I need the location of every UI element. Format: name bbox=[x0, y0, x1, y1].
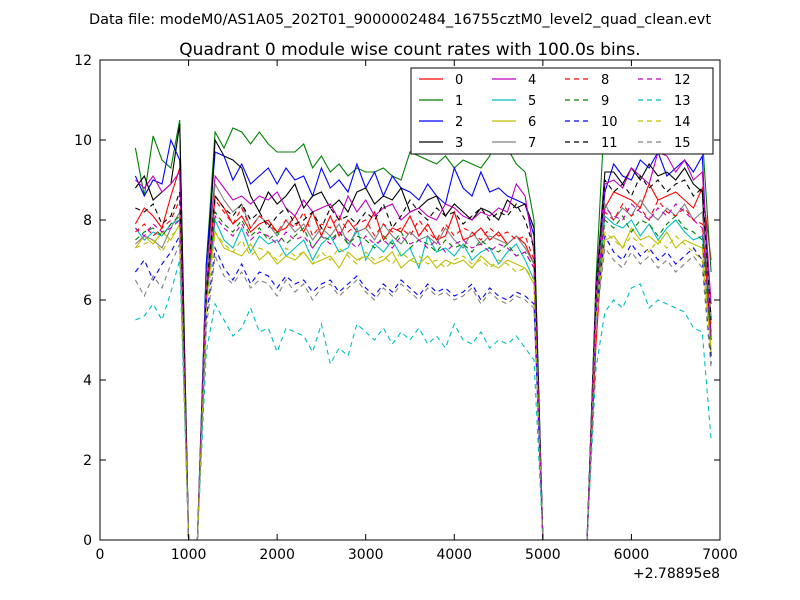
series-line-11 bbox=[135, 174, 712, 540]
legend-label-2: 2 bbox=[455, 115, 463, 130]
chart-title: Quadrant 0 module wise count rates with … bbox=[179, 40, 640, 60]
legend-label-12: 12 bbox=[674, 73, 691, 88]
y-tick-label: 0 bbox=[83, 533, 92, 549]
x-axis: 0 1000 2000 3000 4000 5000 6000 7000 bbox=[96, 60, 738, 563]
legend-label-6: 6 bbox=[528, 115, 536, 130]
x-offset-label: +2.78895e8 bbox=[633, 566, 720, 582]
series-line-2 bbox=[134, 138, 712, 540]
legend-label-3: 3 bbox=[455, 136, 463, 151]
x-tick-label: 4000 bbox=[436, 547, 472, 563]
series-line-5 bbox=[134, 214, 712, 540]
series-line-7 bbox=[135, 182, 712, 540]
legend-label-9: 9 bbox=[601, 94, 609, 109]
series-line-12 bbox=[135, 203, 712, 540]
legend-box bbox=[410, 67, 714, 155]
legend-label-14: 14 bbox=[674, 115, 691, 130]
series-line-3 bbox=[134, 123, 712, 540]
y-tick-label: 2 bbox=[83, 453, 92, 469]
y-tick-label: 4 bbox=[83, 373, 92, 389]
x-tick-label: 5000 bbox=[525, 547, 561, 563]
series-line-9 bbox=[135, 210, 712, 540]
y-tick-label: 6 bbox=[83, 293, 92, 309]
legend-label-1: 1 bbox=[455, 94, 463, 109]
series-line-15 bbox=[134, 243, 712, 540]
x-tick-label: 1000 bbox=[171, 547, 207, 563]
x-tick-label: 6000 bbox=[614, 547, 650, 563]
y-tick-label: 8 bbox=[83, 213, 92, 229]
series-line-13 bbox=[135, 259, 712, 540]
legend-label-0: 0 bbox=[455, 73, 463, 88]
legend-label-5: 5 bbox=[528, 94, 536, 109]
series-line-0 bbox=[134, 167, 712, 540]
series-line-1 bbox=[134, 106, 712, 540]
y-tick-label: 12 bbox=[74, 53, 92, 69]
legend-label-10: 10 bbox=[601, 115, 618, 130]
suptitle: Data file: modeM0/AS1A05_202T01_90000024… bbox=[89, 12, 711, 28]
series-lines bbox=[134, 106, 712, 540]
legend-label-7: 7 bbox=[528, 136, 536, 151]
series-line-14 bbox=[135, 226, 712, 540]
legend-label-11: 11 bbox=[601, 136, 618, 151]
y-tick-label: 10 bbox=[74, 133, 92, 149]
series-line-10 bbox=[134, 233, 712, 540]
x-tick-label: 0 bbox=[96, 547, 105, 563]
x-tick-label: 3000 bbox=[348, 547, 384, 563]
legend-label-13: 13 bbox=[674, 94, 691, 109]
x-tick-label: 2000 bbox=[259, 547, 295, 563]
x-tick-label: 7000 bbox=[702, 547, 738, 563]
legend-label-15: 15 bbox=[674, 136, 691, 151]
legend-label-8: 8 bbox=[601, 73, 609, 88]
series-line-4 bbox=[135, 151, 712, 540]
series-line-6 bbox=[134, 221, 712, 540]
legend-label-4: 4 bbox=[528, 73, 536, 88]
